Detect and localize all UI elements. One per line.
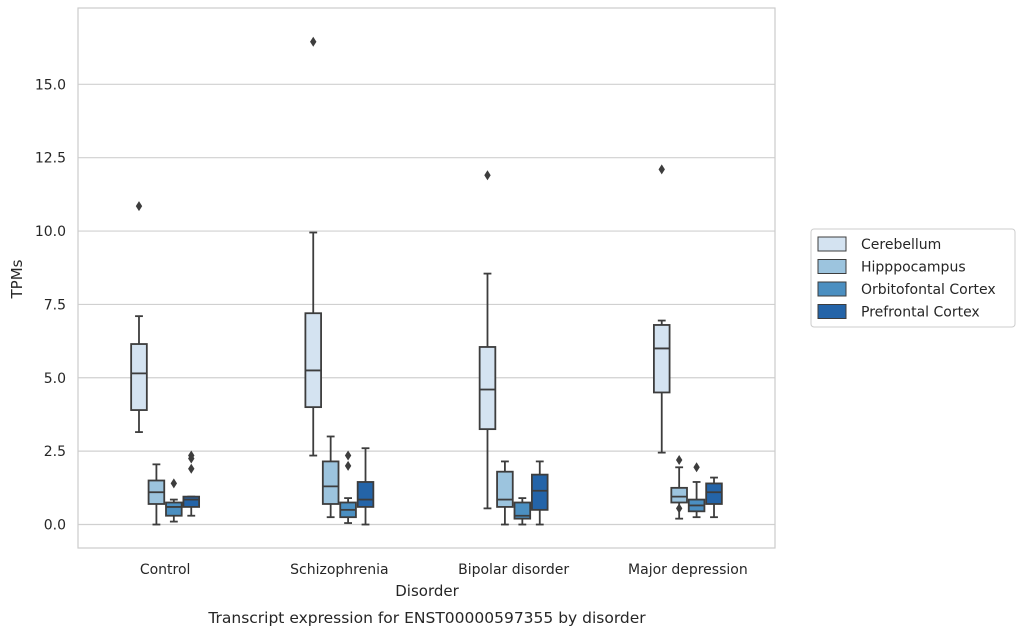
- box: [321, 435, 340, 519]
- y-tick-label: 12.5: [35, 151, 66, 167]
- plot-frame: [77, 7, 776, 549]
- box-body: [670, 486, 688, 504]
- outlier-point: [693, 462, 700, 473]
- y-axis-label: TPMs: [8, 259, 26, 299]
- x-tick-label: Bipolar disorder: [458, 562, 569, 578]
- legend-label: Hipppocampus: [861, 260, 966, 276]
- y-tick-label: 10.0: [35, 224, 66, 240]
- x-tick-label: Control: [140, 562, 191, 578]
- box: [165, 478, 183, 523]
- box: [705, 476, 723, 519]
- box-body: [513, 501, 532, 520]
- box-body: [182, 495, 201, 508]
- outlier-point: [310, 36, 317, 47]
- box-body: [130, 343, 148, 411]
- legend-label: Orbitofontal Cortex: [861, 282, 996, 298]
- legend-items: Cerebellum Hipppocampus Orbitofontal Corte…: [817, 236, 996, 321]
- outlier-point: [658, 164, 665, 175]
- legend-swatch: [817, 304, 847, 319]
- box-body: [165, 501, 183, 517]
- box: [147, 463, 166, 526]
- y-tick-label: 0.0: [44, 518, 66, 534]
- box-body: [496, 470, 514, 508]
- box: [339, 450, 357, 524]
- box-body: [356, 481, 375, 508]
- box: [670, 454, 688, 520]
- box: [304, 36, 322, 457]
- outlier-point: [675, 503, 683, 514]
- box: [182, 450, 201, 517]
- y-tick-label: 2.5: [44, 444, 66, 460]
- x-axis-label: Disorder: [395, 582, 459, 600]
- outlier-point: [135, 201, 143, 212]
- x-tick-label: Schizophrenia: [290, 562, 388, 578]
- y-tick-labels: 0.0 2.5 5.0 7.5 10.0 12.5 15.0: [35, 77, 66, 533]
- box-body: [531, 473, 549, 511]
- legend-label: Cerebellum: [861, 237, 941, 253]
- legend-swatch: [817, 236, 847, 252]
- legend-swatch: [817, 281, 847, 297]
- box-body: [652, 324, 671, 394]
- box: [130, 201, 148, 433]
- boxes: [130, 36, 723, 526]
- box: [652, 164, 671, 454]
- box-body: [478, 346, 497, 431]
- legend-swatch: [817, 259, 847, 274]
- outlier-point: [188, 463, 195, 474]
- legend-label: Prefrontal Cortex: [861, 305, 980, 321]
- outlier-point: [170, 478, 178, 489]
- outlier-point: [344, 460, 352, 471]
- y-tick-label: 5.0: [44, 371, 66, 387]
- chart-caption: Transcript expression for ENST0000059735…: [207, 609, 646, 627]
- box: [687, 462, 706, 519]
- outlier-point: [188, 450, 195, 461]
- y-tick-label: 15.0: [35, 77, 66, 93]
- outlier-point: [484, 170, 491, 181]
- box: [478, 170, 497, 510]
- box: [531, 460, 549, 526]
- y-tick-label: 7.5: [44, 297, 66, 313]
- box: [513, 497, 532, 526]
- legend: Cerebellum Hipppocampus Orbitofontal Corte…: [810, 228, 1016, 328]
- box: [496, 460, 514, 526]
- box-body: [321, 460, 340, 505]
- outlier-point: [344, 450, 352, 461]
- legend-frame: [810, 228, 1016, 328]
- outlier-point: [675, 454, 683, 465]
- x-tick-labels: Control Schizophrenia Bipolar disorder Majo…: [140, 562, 748, 578]
- box-body: [705, 482, 723, 505]
- x-tick-label: Major depression: [628, 562, 748, 578]
- box: [356, 447, 375, 526]
- grid-lines: [78, 83, 775, 526]
- box-body: [304, 312, 322, 409]
